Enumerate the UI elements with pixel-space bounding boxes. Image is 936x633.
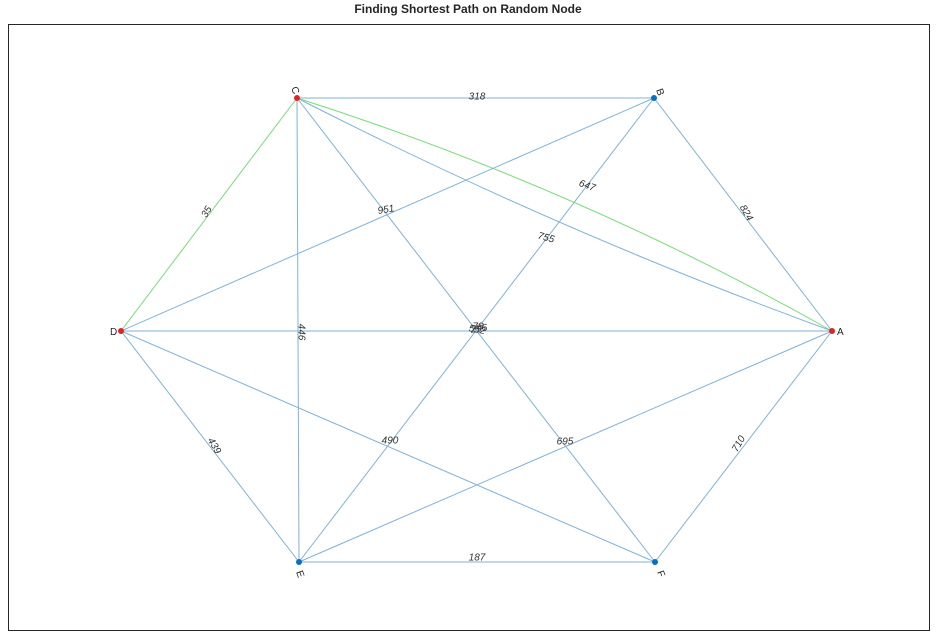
node-F: [652, 559, 658, 565]
edge-weight-E-F: 187: [469, 553, 486, 564]
node-label-E: E: [293, 569, 306, 579]
edge-C-A: [296, 97, 833, 332]
edge-D-E: [120, 330, 300, 563]
node-B: [651, 95, 657, 101]
node-label-C: C: [288, 85, 301, 96]
edge-C-D: [120, 97, 298, 332]
node-label-F: F: [654, 569, 666, 579]
edge-weight-overlap: 296: [469, 322, 488, 335]
edge-weight-D-E: 439: [205, 436, 223, 456]
node-C: [294, 95, 300, 101]
edge-weight-C-D: 35: [200, 204, 215, 220]
edge-weight-D-B: 951: [377, 203, 395, 217]
graph-axes: [8, 24, 930, 631]
node-label-A: A: [837, 327, 844, 338]
edge-weight-overlap: 78: [472, 322, 484, 333]
node-A: [829, 328, 835, 334]
node-D: [118, 328, 124, 334]
edge-B-E: [298, 97, 655, 563]
nodes-layer: A B C D E F: [110, 85, 844, 579]
edge-C-E: [296, 97, 300, 563]
node-label-B: B: [653, 87, 666, 97]
edge-weight-C-E: 446: [295, 324, 306, 341]
edge-weight-C-A: 755: [536, 231, 555, 246]
edge-F-A: [654, 330, 833, 563]
edge-weight-overlap: 552: [468, 323, 487, 337]
edge-C-A: [296, 97, 833, 332]
edge-weight-E-A: 695: [557, 437, 574, 448]
edge-labels-layer: 318 824 35 647 755 951 446 439 490 695 710 187 78552…: [200, 92, 755, 564]
chart-title: Finding Shortest Path on Random Node: [354, 2, 582, 16]
edge-weight-C-B: 318: [469, 92, 486, 103]
node-E: [296, 559, 302, 565]
edge-D-F: [120, 330, 656, 563]
edge-weight-D-F: 490: [382, 436, 399, 447]
edge-weight-F-A: 710: [730, 434, 748, 454]
edge-weight-B-A: 824: [737, 203, 755, 223]
edge-weight-C-A: 647: [577, 178, 597, 194]
node-label-D: D: [110, 327, 117, 338]
edges-layer: [120, 97, 833, 563]
edge-B-A: [653, 97, 833, 332]
